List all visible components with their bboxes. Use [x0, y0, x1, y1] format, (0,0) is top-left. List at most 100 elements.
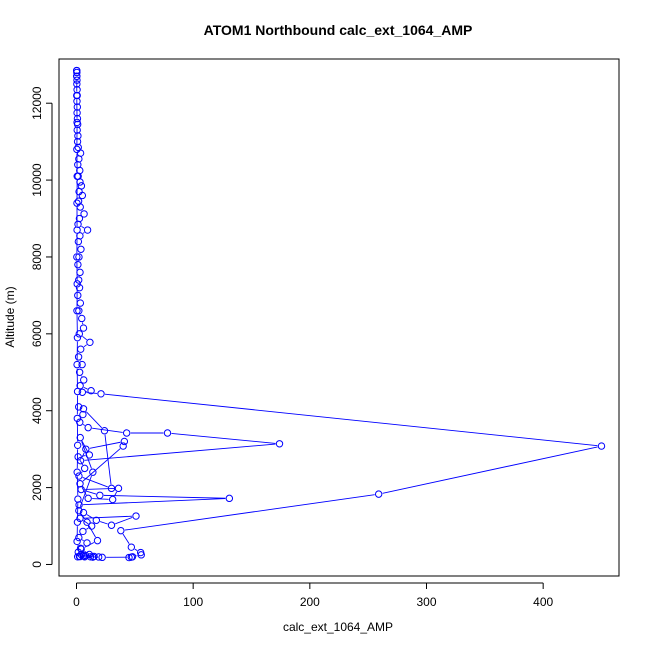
- data-point: [374, 490, 383, 498]
- series-line-segment: [81, 539, 84, 542]
- series-line-segment: [114, 491, 118, 497]
- series-line-segment: [85, 411, 103, 429]
- data-point: [89, 553, 97, 561]
- data-point: [75, 506, 83, 515]
- y-tick-label: 2000: [30, 474, 44, 501]
- data-point: [73, 118, 81, 127]
- series-line-segment: [103, 494, 226, 499]
- data-point: [82, 445, 90, 453]
- data-point: [73, 333, 82, 342]
- data-point: [75, 472, 83, 480]
- data-point: [76, 514, 84, 523]
- series-line-segment: [79, 475, 92, 508]
- data-point: [74, 220, 82, 228]
- series-line-segment: [122, 533, 130, 545]
- data-point: [76, 456, 85, 465]
- data-point: [76, 552, 84, 561]
- series-line-segment: [86, 527, 89, 530]
- data-point: [79, 527, 87, 536]
- data-point: [75, 368, 84, 376]
- data-point: [80, 210, 88, 218]
- series-line-segment: [86, 514, 94, 519]
- data-point: [78, 191, 87, 200]
- series-line-segment: [82, 232, 85, 234]
- data-point: [225, 494, 234, 503]
- x-tick-label: 400: [533, 595, 553, 609]
- series-line-segment: [84, 490, 97, 495]
- data-point: [73, 91, 81, 100]
- data-point: [76, 268, 84, 277]
- x-tick-label: 0: [73, 595, 80, 609]
- data-point: [73, 97, 81, 105]
- data-point: [83, 518, 91, 526]
- plot-frame: [58, 58, 620, 577]
- data-point: [96, 491, 104, 499]
- data-point: [73, 137, 82, 146]
- data-point: [87, 522, 96, 530]
- data-point: [75, 284, 84, 292]
- data-point: [78, 388, 87, 396]
- data-point: [75, 330, 84, 338]
- series-line-segment: [124, 494, 375, 531]
- data-point: [74, 353, 83, 361]
- data-point: [108, 495, 117, 504]
- series-line-segment: [79, 460, 84, 466]
- series-line-segment: [86, 392, 98, 394]
- data-point: [73, 103, 82, 111]
- series-line-segment: [82, 448, 121, 482]
- data-point: [73, 280, 81, 288]
- data-point: [75, 155, 83, 163]
- data-point: [73, 553, 82, 561]
- y-tick-label: 6000: [30, 320, 44, 347]
- data-point: [80, 553, 89, 561]
- y-tick-label: 8000: [30, 243, 44, 270]
- series-line-segment: [115, 517, 133, 525]
- series-line-segment: [81, 225, 85, 229]
- data-point: [80, 464, 89, 473]
- data-point: [75, 253, 83, 261]
- data-point: [73, 253, 81, 261]
- data-point: [83, 226, 92, 234]
- series-line-segment: [134, 548, 138, 551]
- data-point: [73, 72, 81, 80]
- data-point: [76, 480, 84, 488]
- data-point: [74, 132, 82, 140]
- data-point: [85, 451, 94, 459]
- data-point: [87, 387, 95, 395]
- data-point: [79, 508, 88, 517]
- data-point: [77, 345, 85, 353]
- data-point: [75, 276, 83, 284]
- data-point: [94, 553, 103, 561]
- data-point: [76, 418, 84, 426]
- data-point: [127, 553, 136, 561]
- series-line-segment: [83, 498, 226, 506]
- data-point: [79, 410, 87, 419]
- data-point: [73, 76, 81, 84]
- y-tick-label: 12000: [30, 86, 44, 120]
- data-point: [86, 338, 94, 346]
- series-line-segment: [83, 344, 87, 348]
- data-point: [76, 178, 84, 186]
- data-point: [107, 484, 116, 493]
- data-point: [83, 539, 91, 547]
- data-point: [74, 237, 83, 246]
- data-point: [114, 484, 123, 493]
- data-point: [92, 516, 101, 524]
- data-point: [73, 80, 81, 88]
- data-point: [75, 307, 83, 315]
- data-point: [137, 551, 145, 559]
- data-point: [73, 172, 81, 180]
- series-line-segment: [99, 521, 108, 525]
- data-point: [73, 126, 81, 134]
- data-point: [73, 360, 81, 369]
- data-point: [73, 226, 81, 234]
- x-tick-label: 200: [300, 595, 320, 609]
- x-tick-label: 300: [416, 595, 436, 609]
- data-point: [122, 429, 131, 437]
- data-point: [76, 433, 84, 442]
- series-line-segment: [85, 488, 115, 490]
- data-point: [73, 109, 81, 117]
- series-line-segment: [84, 443, 276, 461]
- y-axis: 0 2000 4000 6000 8000 10000 12000: [30, 86, 53, 568]
